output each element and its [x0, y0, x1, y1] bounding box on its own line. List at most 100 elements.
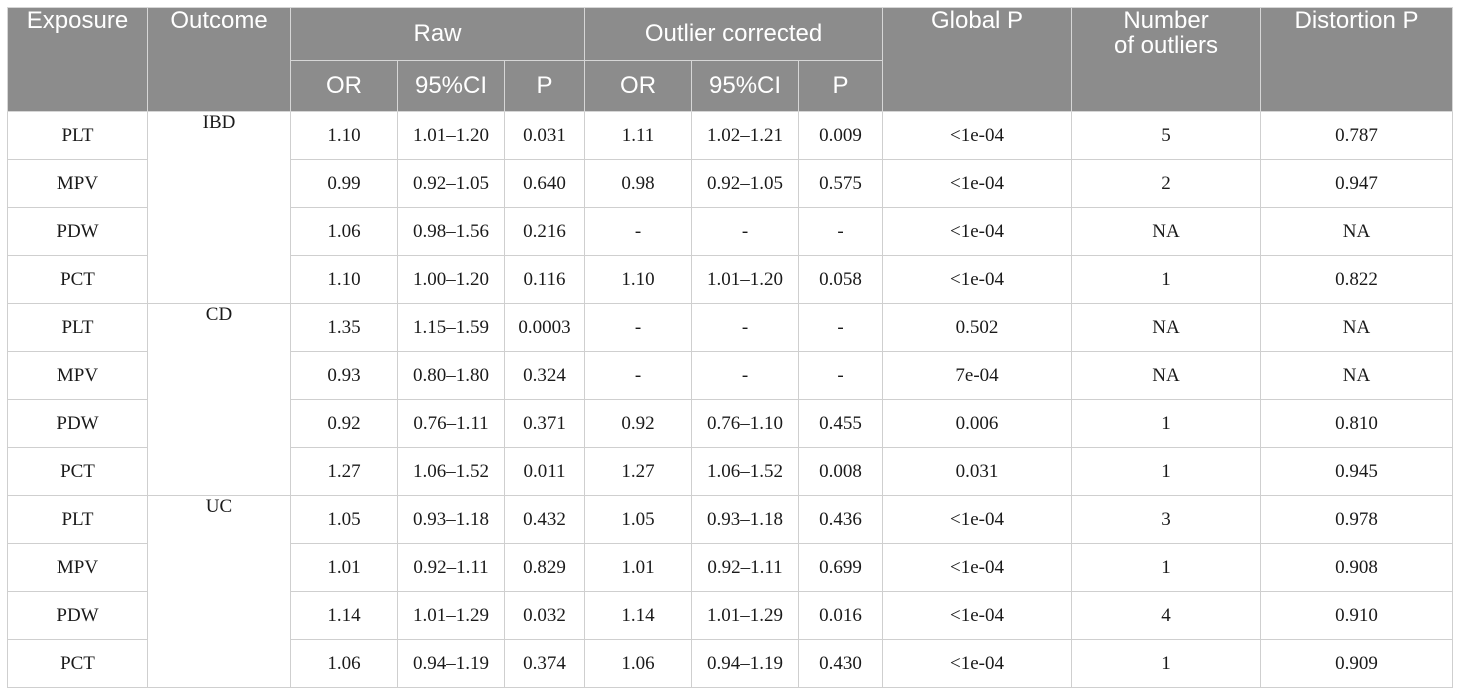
cell-oc-ci: 0.93–1.18 — [691, 495, 800, 544]
cell-raw-or: 1.01 — [290, 543, 398, 592]
cell-distortion-p: 0.787 — [1260, 111, 1454, 160]
header-distortion-p: Distortion P — [1260, 7, 1454, 112]
cell-oc-ci: 0.92–1.11 — [691, 543, 800, 592]
cell-oc-p: 0.008 — [798, 447, 884, 496]
cell-raw-ci: 1.15–1.59 — [397, 303, 505, 352]
cell-oc-or: - — [584, 303, 693, 352]
cell-exposure: MPV — [7, 351, 148, 400]
cell-oc-ci: 0.76–1.10 — [691, 399, 800, 448]
cell-raw-ci: 1.01–1.29 — [397, 591, 505, 640]
cell-distortion-p: 0.810 — [1260, 399, 1454, 448]
cell-raw-ci: 0.92–1.05 — [397, 159, 505, 208]
cell-distortion-p: 0.945 — [1260, 447, 1454, 496]
cell-oc-ci: 1.06–1.52 — [691, 447, 800, 496]
table-row: MPV 0.93 0.80–1.80 0.324 - - - 7e-04 NA … — [7, 351, 1454, 400]
cell-oc-or: 0.98 — [584, 159, 693, 208]
cell-raw-or: 0.92 — [290, 399, 398, 448]
cell-global-p: <1e-04 — [882, 543, 1073, 592]
table-body: PLT IBD 1.10 1.01–1.20 0.031 1.11 1.02–1… — [7, 111, 1454, 688]
cell-global-p: <1e-04 — [882, 495, 1073, 544]
cell-raw-p: 0.011 — [503, 447, 586, 496]
header-oc-p: P — [798, 60, 884, 112]
cell-oc-p: 0.058 — [798, 255, 884, 304]
header-raw-ci: 95%CI — [397, 60, 505, 112]
cell-distortion-p: 0.910 — [1260, 591, 1454, 640]
cell-oc-p: 0.009 — [798, 111, 884, 160]
cell-exposure: PCT — [7, 255, 148, 304]
cell-raw-ci: 1.06–1.52 — [397, 447, 505, 496]
cell-oc-ci: 0.94–1.19 — [691, 639, 800, 688]
cell-raw-p: 0.640 — [503, 159, 586, 208]
cell-raw-ci: 1.00–1.20 — [397, 255, 505, 304]
cell-global-p: <1e-04 — [882, 159, 1073, 208]
table-header: Exposure Outcome Raw Outlier corrected G… — [7, 7, 1454, 112]
cell-exposure: PLT — [7, 495, 148, 544]
cell-raw-ci: 0.93–1.18 — [397, 495, 505, 544]
cell-exposure: PLT — [7, 303, 148, 352]
cell-oc-p: 0.455 — [798, 399, 884, 448]
cell-oc-ci: - — [691, 303, 800, 352]
cell-n-outliers: 1 — [1071, 399, 1262, 448]
cell-raw-p: 0.432 — [503, 495, 586, 544]
cell-distortion-p: 0.909 — [1260, 639, 1454, 688]
cell-oc-or: 0.92 — [584, 399, 693, 448]
cell-oc-p: 0.699 — [798, 543, 884, 592]
cell-oc-ci: 1.02–1.21 — [691, 111, 800, 160]
header-number-of-outliers: Number of outliers — [1071, 7, 1262, 112]
cell-global-p: <1e-04 — [882, 255, 1073, 304]
cell-oc-p: 0.430 — [798, 639, 884, 688]
cell-oc-p: - — [798, 351, 884, 400]
cell-raw-or: 1.05 — [290, 495, 398, 544]
cell-global-p: <1e-04 — [882, 207, 1073, 256]
cell-raw-ci: 1.01–1.20 — [397, 111, 505, 160]
cell-raw-p: 0.371 — [503, 399, 586, 448]
cell-oc-ci: - — [691, 351, 800, 400]
cell-raw-p: 0.216 — [503, 207, 586, 256]
cell-raw-ci: 0.76–1.11 — [397, 399, 505, 448]
table-row: MPV 1.01 0.92–1.11 0.829 1.01 0.92–1.11 … — [7, 543, 1454, 592]
cell-global-p: <1e-04 — [882, 591, 1073, 640]
header-exposure: Exposure — [7, 7, 148, 112]
cell-n-outliers: 4 — [1071, 591, 1262, 640]
cell-oc-or: 1.06 — [584, 639, 693, 688]
cell-raw-p: 0.116 — [503, 255, 586, 304]
cell-distortion-p: 0.947 — [1260, 159, 1454, 208]
cell-exposure: PCT — [7, 447, 148, 496]
cell-oc-p: 0.016 — [798, 591, 884, 640]
header-outlier-corrected: Outlier corrected — [584, 7, 884, 61]
cell-oc-or: 1.05 — [584, 495, 693, 544]
cell-raw-ci: 0.92–1.11 — [397, 543, 505, 592]
cell-exposure: PLT — [7, 111, 148, 160]
table-row: PLT UC 1.05 0.93–1.18 0.432 1.05 0.93–1.… — [7, 495, 1454, 688]
cell-raw-p: 0.031 — [503, 111, 586, 160]
cell-outcome: UC — [147, 495, 291, 688]
cell-global-p: 0.006 — [882, 399, 1073, 448]
cell-global-p: 7e-04 — [882, 351, 1073, 400]
cell-raw-p: 0.829 — [503, 543, 586, 592]
cell-distortion-p: NA — [1260, 351, 1454, 400]
cell-exposure: PCT — [7, 639, 148, 688]
cell-exposure: MPV — [7, 543, 148, 592]
cell-oc-p: 0.575 — [798, 159, 884, 208]
cell-raw-p: 0.0003 — [503, 303, 586, 352]
cell-n-outliers: 1 — [1071, 543, 1262, 592]
results-table: Exposure Outcome Raw Outlier corrected G… — [7, 7, 1454, 688]
cell-exposure: PDW — [7, 591, 148, 640]
cell-distortion-p: 0.822 — [1260, 255, 1454, 304]
cell-raw-or: 1.35 — [290, 303, 398, 352]
cell-raw-or: 1.10 — [290, 111, 398, 160]
cell-raw-or: 1.14 — [290, 591, 398, 640]
cell-n-outliers: 1 — [1071, 447, 1262, 496]
table-row: PCT 1.27 1.06–1.52 0.011 1.27 1.06–1.52 … — [7, 447, 1454, 496]
cell-raw-p: 0.032 — [503, 591, 586, 640]
cell-raw-or: 1.27 — [290, 447, 398, 496]
cell-exposure: MPV — [7, 159, 148, 208]
cell-distortion-p: 0.908 — [1260, 543, 1454, 592]
header-oc-ci: 95%CI — [691, 60, 800, 112]
table-row: PDW 0.92 0.76–1.11 0.371 0.92 0.76–1.10 … — [7, 399, 1454, 448]
cell-oc-ci: - — [691, 207, 800, 256]
header-number-of-outliers-line2: of outliers — [1114, 32, 1219, 60]
cell-n-outliers: NA — [1071, 207, 1262, 256]
cell-oc-p: - — [798, 207, 884, 256]
cell-raw-or: 1.10 — [290, 255, 398, 304]
